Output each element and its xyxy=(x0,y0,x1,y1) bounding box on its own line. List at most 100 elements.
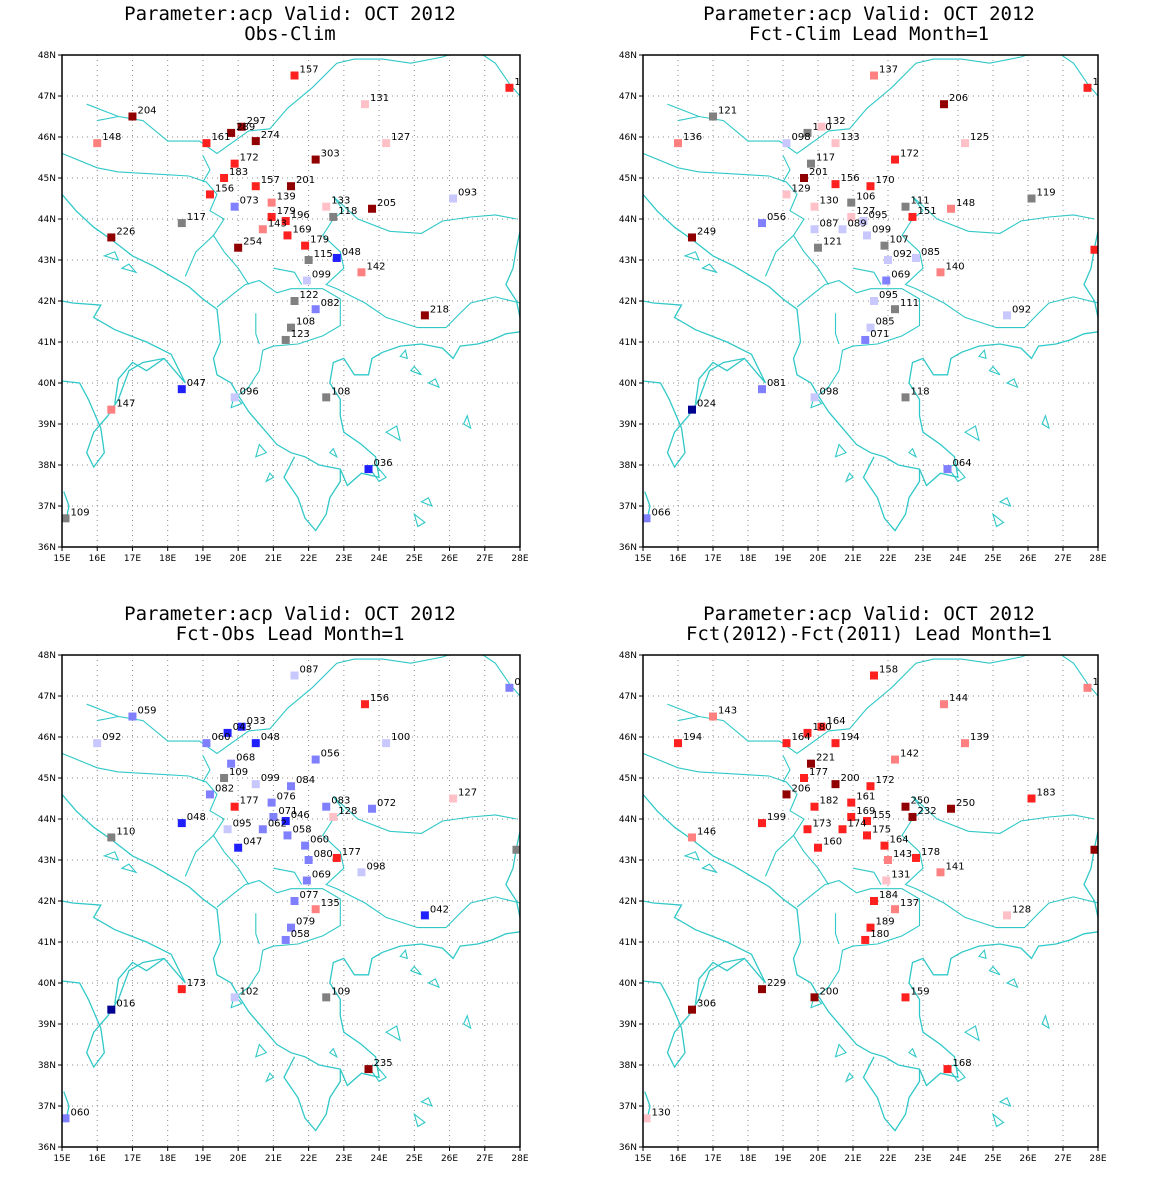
coastline xyxy=(694,957,745,1004)
coastline xyxy=(62,193,341,532)
lon-tick-label: 28E xyxy=(511,554,528,564)
station-marker xyxy=(258,225,267,234)
lon-tick-label: 25E xyxy=(406,1154,423,1164)
station-value-label: 179 xyxy=(310,235,329,246)
lat-tick-label: 41N xyxy=(38,338,56,348)
country-border xyxy=(901,796,1098,929)
station-value-label: 121 xyxy=(718,106,737,117)
lon-tick-label: 21E xyxy=(844,554,861,564)
island xyxy=(102,251,120,261)
station-marker xyxy=(251,739,260,748)
station-value-label: 137 xyxy=(879,65,898,76)
station-value-label: 081 xyxy=(767,378,786,389)
station-value-label: 071 xyxy=(278,806,297,817)
station-value-label: 102 xyxy=(240,986,259,997)
station-value-label: 121 xyxy=(823,237,842,248)
station-value-label: 079 xyxy=(296,917,315,928)
station-marker xyxy=(758,819,766,828)
station-marker xyxy=(281,335,290,344)
station-value-label: 089 xyxy=(848,218,867,229)
station-marker xyxy=(908,812,917,821)
station-marker xyxy=(251,137,260,146)
station-value-label: 235 xyxy=(374,1058,393,1069)
station-value-label: 130 xyxy=(652,1107,671,1118)
lon-tick-label: 24E xyxy=(371,1154,388,1164)
station-value-label: 099 xyxy=(872,224,891,235)
station-marker xyxy=(237,122,246,131)
station-marker xyxy=(258,825,267,834)
station-value-label: 046 xyxy=(291,810,310,821)
station-value-label: 118 xyxy=(911,386,930,397)
coastline xyxy=(62,300,186,469)
coastline xyxy=(643,300,767,469)
station-marker xyxy=(281,935,290,944)
station-marker xyxy=(227,128,236,137)
station-value-label: 119 xyxy=(1037,188,1056,199)
station-value-label: 056 xyxy=(767,212,786,223)
country-border xyxy=(332,796,517,834)
station-value-label: 172 xyxy=(900,149,919,160)
station-value-label: 108 xyxy=(331,386,350,397)
lat-tick-label: 48N xyxy=(38,51,56,61)
lat-tick-label: 36N xyxy=(619,1143,637,1153)
country-border xyxy=(834,313,840,345)
lon-tick-label: 26E xyxy=(1019,554,1036,564)
island xyxy=(701,863,719,874)
lon-tick-label: 24E xyxy=(949,1154,966,1164)
station-marker xyxy=(943,1065,952,1074)
lon-tick-label: 15E xyxy=(634,1154,651,1164)
country-border xyxy=(213,835,250,885)
lon-tick-label: 25E xyxy=(406,554,423,564)
station-value-label: 111 xyxy=(911,196,930,207)
country-border xyxy=(97,655,520,755)
station-marker xyxy=(901,993,910,1002)
coastline xyxy=(1083,831,1098,918)
station-marker xyxy=(234,243,243,252)
lat-tick-label: 42N xyxy=(619,297,637,307)
lon-tick-label: 23E xyxy=(335,1154,352,1164)
station-marker xyxy=(505,683,514,692)
station-value-label: 092 xyxy=(893,249,912,260)
island xyxy=(399,349,409,360)
lat-tick-label: 44N xyxy=(619,215,637,225)
station-value-label: 109 xyxy=(331,986,350,997)
station-marker xyxy=(936,268,945,277)
station-value-label: 157 xyxy=(300,65,319,76)
country-border xyxy=(255,913,260,945)
station-value-label: 083 xyxy=(331,796,350,807)
station-value-label: 169 xyxy=(856,806,875,817)
lon-tick-label: 26E xyxy=(1019,1154,1036,1164)
lon-tick-label: 23E xyxy=(914,554,931,564)
station-marker xyxy=(283,831,292,840)
panel-title: Parameter:acp Valid: OCT 2012 xyxy=(703,603,1035,625)
station-marker xyxy=(368,804,377,813)
station-marker xyxy=(880,841,889,850)
station-marker xyxy=(803,825,812,834)
island xyxy=(992,1112,1005,1128)
coastline xyxy=(1083,231,1098,318)
lon-tick-label: 23E xyxy=(914,1154,931,1164)
station-marker xyxy=(870,897,878,905)
station-marker xyxy=(302,876,311,885)
station-value-label: 132 xyxy=(827,116,846,127)
station-marker xyxy=(290,671,299,680)
station-marker xyxy=(267,212,276,221)
station-value-label: 183 xyxy=(229,167,248,178)
lon-tick-label: 19E xyxy=(194,1154,211,1164)
station-marker xyxy=(940,100,948,109)
panel-subtitle: Fct-Obs Lead Month=1 xyxy=(176,623,405,645)
station-value-label: 194 xyxy=(841,732,860,743)
station-marker xyxy=(847,212,856,221)
station-value-label: 182 xyxy=(820,796,839,807)
country-border xyxy=(793,235,829,285)
station-value-label: 175 xyxy=(872,824,891,835)
station-marker xyxy=(688,1005,696,1014)
lat-tick-label: 41N xyxy=(619,338,637,348)
country-border xyxy=(216,879,341,996)
station-marker xyxy=(891,755,899,764)
station-value-label: 199 xyxy=(767,812,786,823)
station-marker xyxy=(177,819,186,828)
island xyxy=(328,447,338,459)
